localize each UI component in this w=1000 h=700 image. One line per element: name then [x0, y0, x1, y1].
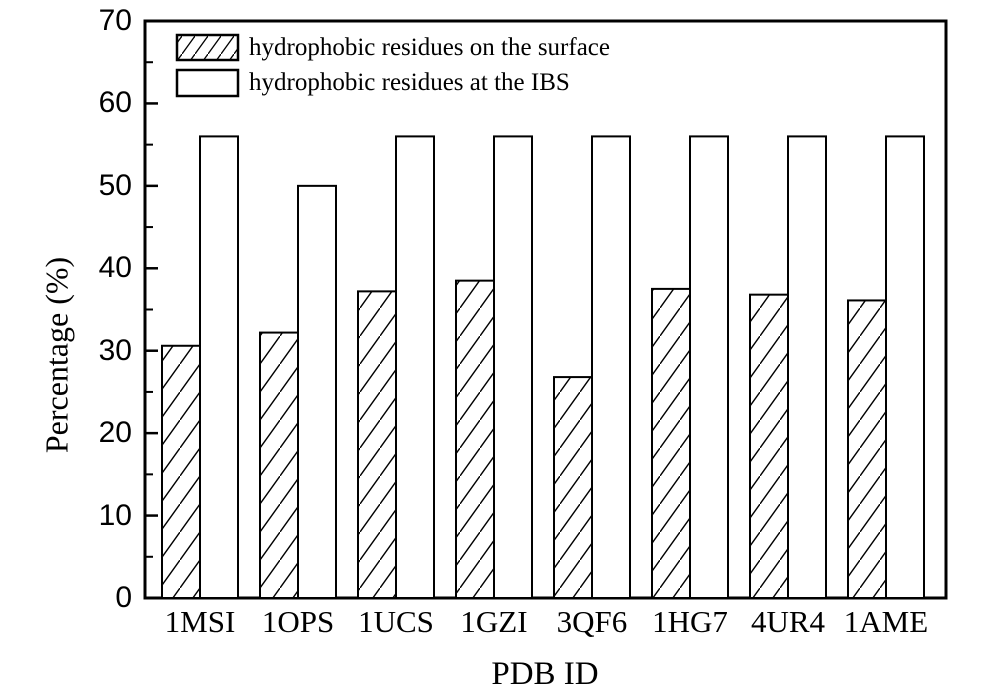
y-tick-label: 30	[98, 333, 132, 367]
y-tick-label: 20	[98, 416, 132, 450]
bar-ibs-3QF6	[591, 135, 631, 599]
legend-label-ibs: hydrophobic residues at the IBS	[249, 69, 570, 96]
bar-surface-1GZI	[455, 279, 495, 599]
x-category-label-1GZI: 1GZI	[460, 604, 528, 639]
bar-ibs-1UCS	[395, 135, 435, 599]
x-axis-title: PDB ID	[491, 656, 599, 692]
bar-ibs-1AME	[885, 135, 925, 599]
bar-surface-4UR4	[749, 293, 789, 599]
bar-surface-1UCS	[357, 290, 397, 599]
legend-swatch-ibs	[175, 68, 240, 98]
x-category-label-1HG7: 1HG7	[652, 604, 728, 639]
legend-label-surface: hydrophobic residues on the surface	[249, 34, 610, 61]
bar-surface-3QF6	[553, 376, 593, 599]
bar-ibs-1MSI	[199, 135, 239, 599]
y-tick-label: 40	[98, 251, 132, 285]
y-tick-label: 60	[98, 86, 132, 120]
bar-ibs-1GZI	[493, 135, 533, 599]
bar-surface-1OPS	[259, 331, 299, 599]
bar-surface-1AME	[847, 299, 887, 599]
bar-surface-1HG7	[651, 287, 691, 599]
x-category-label-1AME: 1AME	[843, 604, 929, 639]
x-category-label-1UCS: 1UCS	[358, 604, 434, 639]
legend-swatch-surface	[175, 33, 240, 62]
y-tick-label: 50	[98, 168, 132, 202]
x-category-label-4UR4: 4UR4	[750, 604, 826, 639]
bar-ibs-1HG7	[689, 135, 729, 599]
y-tick-label: 0	[115, 581, 132, 614]
y-tick-label: 70	[98, 4, 132, 37]
bar-surface-1MSI	[161, 344, 201, 600]
y-tick-label: 10	[98, 498, 132, 532]
bar-ibs-4UR4	[787, 135, 827, 599]
x-category-label-1MSI: 1MSI	[164, 604, 236, 639]
x-category-label-1OPS: 1OPS	[261, 604, 335, 639]
x-category-label-3QF6: 3QF6	[556, 604, 628, 639]
bar-ibs-1OPS	[297, 184, 337, 599]
